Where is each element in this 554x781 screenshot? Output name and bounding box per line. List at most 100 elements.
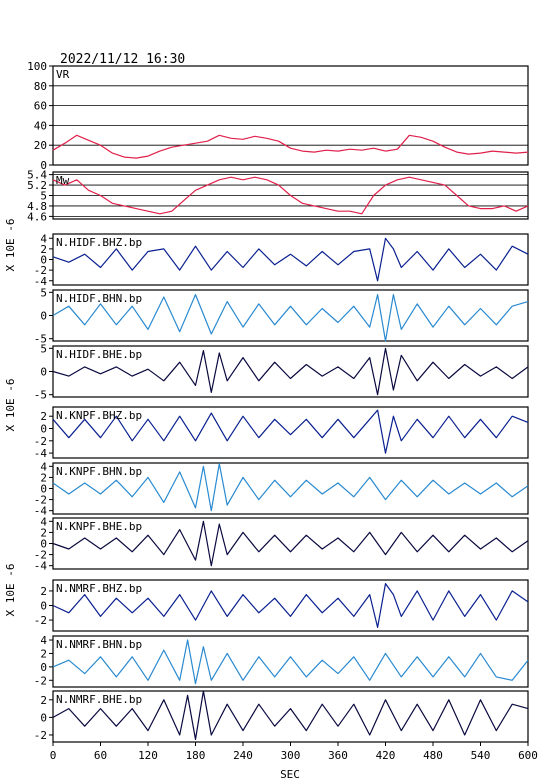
y-tick-label: 2 <box>40 526 47 539</box>
y-tick-label: 20 <box>34 139 47 152</box>
y-tick-label: -2 <box>34 549 47 562</box>
y-tick-label: -2 <box>34 494 47 507</box>
x-axis-label: SEC <box>280 768 300 781</box>
series-line <box>52 176 529 215</box>
y-tick-label: 2 <box>40 585 47 598</box>
y-tick-label: 4 <box>40 515 47 528</box>
y-tick-label: 5 <box>40 342 47 355</box>
series-line <box>52 463 529 512</box>
y-tick-label: 0 <box>40 600 47 613</box>
x-tick-label: 60 <box>94 749 107 762</box>
y-tick-label: 100 <box>27 60 47 73</box>
x-tick-label: 360 <box>328 749 348 762</box>
y-tick-label: 80 <box>34 80 47 93</box>
y-tick-label: 4.8 <box>27 200 47 213</box>
x-tick-label: 420 <box>376 749 396 762</box>
panel-frame <box>52 635 529 688</box>
y-tick-label: 5 <box>40 286 47 299</box>
x-tick-label: 180 <box>186 749 206 762</box>
y-axis-label: X 10E -6 <box>4 219 17 272</box>
y-tick-label: 5 <box>40 190 47 203</box>
series-line <box>52 582 529 629</box>
y-tick-label: 2 <box>40 471 47 484</box>
panel-label: N.HIDF.BHE.bp <box>56 348 142 361</box>
panel-0: 0 20 40 60 80 100 VR <box>27 60 529 172</box>
x-tick-label: 540 <box>471 749 491 762</box>
y-tick-label: -4 <box>34 447 48 460</box>
series-line <box>52 294 529 342</box>
x-axis: 0 60 120 180 240 300 360 420 480 540 600 <box>50 742 538 762</box>
panel-label: N.HIDF.BHZ.bp <box>56 236 142 249</box>
panel-5: -4-202 N.KNPF.BHZ.bp <box>34 406 529 460</box>
x-tick-label: 480 <box>423 749 443 762</box>
panel-10: -2 0 2 N.NMRF.BHE.bp <box>34 690 529 743</box>
y-tick-label: 4 <box>40 232 47 245</box>
y-tick-label: -4 <box>34 560 48 573</box>
y-tick-label: 0 <box>40 366 47 379</box>
panel-label: VR <box>56 68 70 81</box>
y-tick-label: -4 <box>34 505 48 518</box>
panel-frame <box>52 406 529 459</box>
series-line <box>52 639 529 685</box>
x-tick-label: 240 <box>233 749 253 762</box>
y-axis-label: X 10E -6 <box>4 564 17 617</box>
panel-label: Mw <box>56 174 70 187</box>
panel-1: 4.64.855.25.4 Mw <box>27 169 529 223</box>
y-tick-label: -2 <box>34 264 47 277</box>
panel-4: -5 0 5 N.HIDF.BHE.bp <box>34 342 529 402</box>
y-tick-label: 0 <box>40 711 47 724</box>
series-line <box>52 347 529 396</box>
panel-frame <box>52 65 529 166</box>
panel-3: -5 0 5 N.HIDF.BHN.bp <box>34 286 529 346</box>
panel-label: N.NMRF.BHE.bp <box>56 693 142 706</box>
y-tick-label: 0 <box>40 423 47 436</box>
x-tick-label: 300 <box>281 749 301 762</box>
x-tick-label: 0 <box>50 749 57 762</box>
y-tick-label: -4 <box>34 275 48 288</box>
series-line <box>52 690 529 741</box>
panel-8: -20 2 N.NMRF.BHZ.bp <box>34 579 529 632</box>
series-line <box>52 134 529 159</box>
series-line <box>52 520 529 567</box>
panel-label: N.HIDF.BHN.bp <box>56 292 142 305</box>
panel-label: N.KNPF.BHE.bp <box>56 520 142 533</box>
panel-label: N.KNPF.BHZ.bp <box>56 409 142 422</box>
y-tick-label: 0 <box>40 159 47 172</box>
y-tick-label: 0 <box>40 310 47 323</box>
y-tick-label: 40 <box>34 119 47 132</box>
y-tick-label: 0 <box>40 254 47 267</box>
y-tick-label: 4 <box>40 634 47 647</box>
y-tick-label: -2 <box>34 435 47 448</box>
panel-label: N.NMRF.BHZ.bp <box>56 582 142 595</box>
y-tick-label: 0 <box>40 483 47 496</box>
y-tick-label: -2 <box>34 614 47 627</box>
x-tick-label: 600 <box>518 749 538 762</box>
series-line <box>52 237 529 282</box>
series-line <box>52 409 529 454</box>
y-axis-label: X 10E -6 <box>4 379 17 432</box>
y-tick-label: 2 <box>40 694 47 707</box>
y-tick-label: 0 <box>40 538 47 551</box>
y-tick-label: -5 <box>34 333 47 346</box>
y-tick-label: 0 <box>40 661 47 674</box>
y-tick-label: 2 <box>40 410 47 423</box>
y-tick-label: -2 <box>34 674 47 687</box>
panel-label: N.NMRF.BHN.bp <box>56 638 142 651</box>
y-tick-label: 5.4 <box>27 169 47 182</box>
y-tick-label: 4.6 <box>27 210 47 223</box>
y-tick-label: 60 <box>34 100 47 113</box>
panel-label: N.KNPF.BHN.bp <box>56 465 142 478</box>
y-tick-label: 2 <box>40 647 47 660</box>
y-tick-label: -2 <box>34 729 47 742</box>
y-tick-label: -5 <box>34 389 47 402</box>
chart-title: 2022/11/12 16:30 <box>60 52 185 67</box>
x-tick-label: 120 <box>138 749 158 762</box>
y-tick-label: 5.2 <box>27 179 47 192</box>
y-tick-label: 4 <box>40 460 47 473</box>
